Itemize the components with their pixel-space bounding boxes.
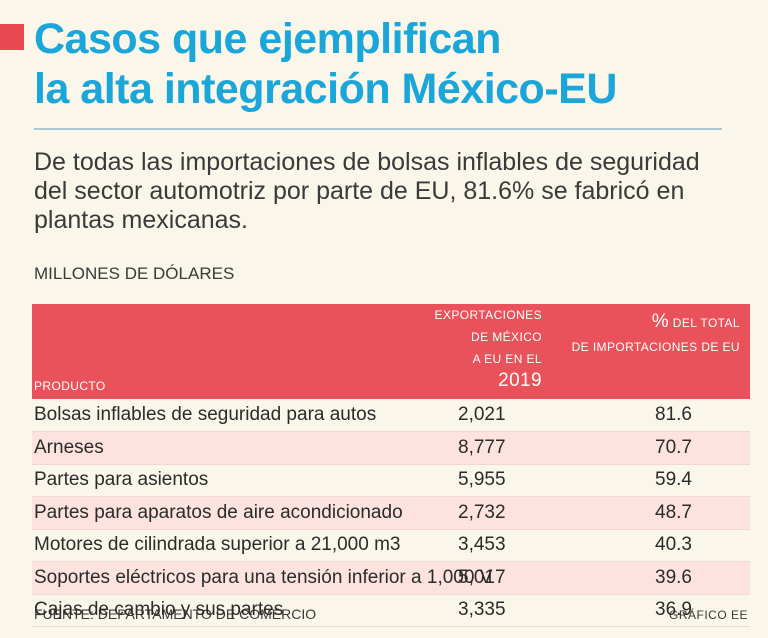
column-header-pct-text: % DEL TOTAL DE IMPORTACIONES DE EU (572, 310, 740, 359)
pct-value: 40.3 (655, 534, 692, 556)
table-row: Partes para asientos 5,955 59.4 (32, 464, 750, 497)
column-header-pct-label: DEL TOTAL (669, 316, 740, 330)
product-cell: Motores de cilindrada superior a 21,000 … (32, 529, 434, 562)
column-header-pct-line1: % DEL TOTAL (572, 310, 740, 335)
table-row: Partes para aparatos de aire acondiciona… (32, 496, 750, 530)
exports-value-cell: 5,955 59.4 (434, 464, 750, 497)
table-row: Bolsas inflables de seguridad para autos… (32, 399, 750, 432)
exports-value-cell: 5,017 39.6 (434, 561, 750, 595)
table-row: Motores de cilindrada superior a 21,000 … (32, 529, 750, 562)
table-row: Soportes eléctricos para una tensión inf… (32, 561, 750, 595)
percent-symbol: % (651, 311, 670, 332)
column-header-pct-line2: DE IMPORTACIONES DE EU (571, 340, 740, 354)
title-line-1: Casos que ejemplifican (34, 15, 501, 63)
exports-value: 5,017 (458, 566, 506, 588)
exports-value-cell: 3,453 40.3 (434, 529, 750, 562)
product-cell: Partes para aparatos de aire acondiciona… (32, 496, 434, 530)
product-cell: Partes para asientos (32, 464, 434, 497)
table-header-row: PRODUCTO EXPORTACIONES DE MÉXICO A EU EN… (32, 304, 750, 399)
product-cell: Arneses (32, 431, 434, 465)
product-cell: Cajas de cambio y sus partes (32, 594, 434, 627)
column-header-exports: EXPORTACIONES DE MÉXICO A EU EN EL 2019 (434, 304, 750, 399)
column-header-product: PRODUCTO (34, 379, 106, 393)
column-header-exports-line1: EXPORTACIONES DE MÉXICO (434, 308, 542, 344)
table-body: Bolsas inflables de seguridad para autos… (32, 399, 750, 627)
product-cell: Soportes eléctricos para una tensión inf… (32, 561, 492, 595)
title-divider (34, 128, 722, 130)
column-header-exports-line2: A EU EN EL 2019 (434, 348, 542, 393)
page-title: Casos que ejemplifican la alta integraci… (34, 14, 754, 114)
exports-value-cell: 2,732 48.7 (434, 496, 750, 530)
product-cell: Bolsas inflables de seguridad para autos (32, 399, 434, 432)
column-header-exports-year: 2019 (498, 370, 542, 391)
exports-value-cell: 2,021 81.6 (434, 399, 750, 432)
exports-value: 5,955 (458, 469, 506, 491)
column-header-exports-prefix: A EU EN EL (472, 352, 542, 366)
table-row: Cajas de cambio y sus partes 3,335 36.9 (32, 594, 750, 627)
exports-value: 2,732 (458, 501, 506, 523)
graphic-credit: GRÁFICO EE (668, 608, 748, 622)
data-table-container: PRODUCTO EXPORTACIONES DE MÉXICO A EU EN… (32, 304, 750, 627)
pct-value: 59.4 (655, 469, 692, 491)
title-line-2: la alta integración México-EU (34, 65, 617, 113)
pct-value: 81.6 (655, 404, 692, 425)
exports-value: 3,335 (458, 599, 506, 621)
units-label: MILLONES DE DÓLARES (34, 264, 235, 283)
exports-value: 8,777 (458, 436, 506, 458)
data-table: PRODUCTO EXPORTACIONES DE MÉXICO A EU EN… (32, 304, 750, 627)
pct-value: 48.7 (655, 501, 692, 523)
pct-value: 70.7 (655, 436, 692, 458)
exports-value: 3,453 (458, 534, 506, 556)
pct-value: 39.6 (655, 566, 692, 588)
table-row: Arneses 8,777 70.7 (32, 431, 750, 465)
title-accent-bar (0, 24, 24, 50)
subtitle: De todas las importaciones de bolsas inf… (34, 148, 700, 234)
pct-value: 36.9 (655, 599, 692, 621)
exports-value: 2,021 (458, 404, 506, 425)
exports-value-cell: 8,777 70.7 (434, 431, 750, 465)
exports-value-cell: 3,335 36.9 (434, 594, 750, 627)
